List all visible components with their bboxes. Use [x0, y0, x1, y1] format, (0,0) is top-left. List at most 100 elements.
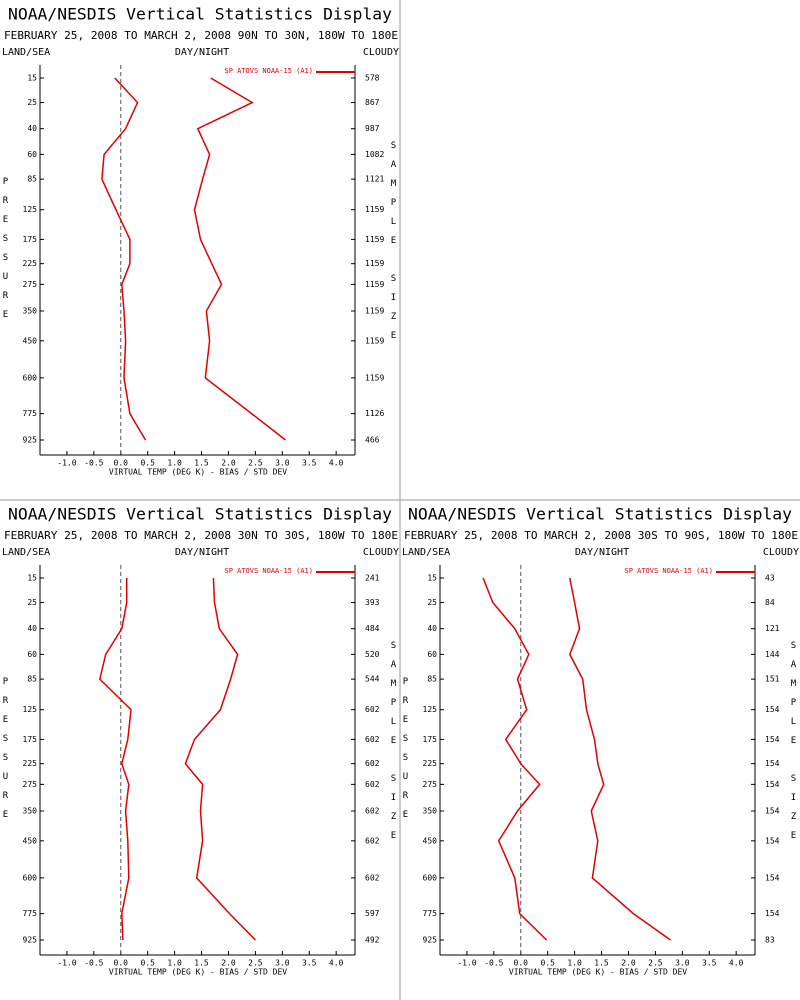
header: LAND/SEA	[2, 547, 50, 558]
x-tick-label: 2.5	[248, 459, 263, 468]
sample-size: 151	[765, 675, 780, 684]
x-tick-label: 2.0	[221, 459, 236, 468]
chart-title: NOAA/NESDIS Vertical Statistics Display	[408, 505, 792, 524]
x-axis-label: VIRTUAL TEMP (DEG K) - BIAS / STD DEV	[509, 968, 687, 977]
y-tick-label: 175	[423, 735, 438, 744]
sample-size: 1159	[365, 336, 384, 345]
header: LAND/SEA	[2, 47, 50, 58]
panel: NOAA/NESDIS Vertical Statistics Display F…	[1, 505, 400, 977]
header: LAND/SEA	[402, 547, 450, 558]
sample-size: 1159	[365, 373, 384, 382]
sample-size: 520	[365, 650, 380, 659]
x-tick-label: 3.5	[702, 959, 717, 968]
x-tick-label: -0.5	[84, 459, 103, 468]
sample-size: 602	[365, 780, 380, 789]
chart-title: NOAA/NESDIS Vertical Statistics Display	[8, 505, 392, 524]
x-tick-label: 4.0	[729, 959, 744, 968]
y-tick-label: 450	[23, 836, 38, 845]
x-tick-label: 1.5	[194, 959, 209, 968]
y-tick-label: 40	[427, 624, 437, 633]
y-tick-label: 175	[23, 235, 38, 244]
sample-size: 602	[365, 759, 380, 768]
y-tick-label: 775	[23, 409, 38, 418]
y-tick-label: 275	[423, 780, 438, 789]
sample-size: 602	[365, 806, 380, 815]
y-tick-label: 85	[427, 675, 437, 684]
std-dev-line	[568, 577, 671, 941]
y2-axis-label: SAMPLE SIZE	[789, 641, 799, 850]
x-tick-label: 2.0	[221, 959, 236, 968]
y-tick-label: 60	[427, 650, 437, 659]
sample-size: 1159	[365, 306, 384, 315]
sample-size: 83	[765, 936, 775, 945]
x-tick-label: 4.0	[329, 459, 344, 468]
y-tick-label: 350	[423, 806, 438, 815]
sample-size: 1121	[365, 175, 384, 184]
x-tick-label: -1.0	[57, 959, 76, 968]
sample-size: 578	[365, 74, 380, 83]
x-tick-label: 1.0	[567, 959, 582, 968]
y-tick-label: 925	[423, 936, 438, 945]
sample-size: 602	[365, 735, 380, 744]
x-axis-label: VIRTUAL TEMP (DEG K) - BIAS / STD DEV	[109, 468, 287, 477]
sample-size: 1159	[365, 205, 384, 214]
sample-size: 602	[365, 836, 380, 845]
y-tick-label: 85	[27, 675, 37, 684]
chart-subtitle: FEBRUARY 25, 2008 TO MARCH 2, 2008 30S T…	[404, 529, 798, 542]
y-tick-label: 350	[23, 306, 38, 315]
x-tick-label: 2.0	[621, 959, 636, 968]
sample-size: 492	[365, 936, 380, 945]
y-tick-label: 175	[23, 735, 38, 744]
y-tick-label: 775	[23, 909, 38, 918]
y-axis-label: PRESSURE	[1, 677, 11, 829]
x-tick-label: 1.0	[167, 459, 182, 468]
sample-size: 484	[365, 624, 380, 633]
chart-subtitle: FEBRUARY 25, 2008 TO MARCH 2, 2008 30N T…	[4, 529, 398, 542]
y-tick-label: 40	[27, 124, 37, 133]
sample-size: 1082	[365, 150, 384, 159]
y-tick-label: 275	[23, 780, 38, 789]
y-tick-label: 225	[423, 759, 438, 768]
y-tick-label: 775	[423, 909, 438, 918]
sample-size: 154	[765, 909, 780, 918]
sample-size: 1126	[365, 409, 384, 418]
x-tick-label: 1.0	[167, 959, 182, 968]
x-tick-label: 0.0	[514, 959, 529, 968]
y-tick-label: 450	[423, 836, 438, 845]
sample-size: 154	[765, 705, 780, 714]
x-tick-label: -1.0	[57, 459, 76, 468]
sample-size: 1159	[365, 259, 384, 268]
bias-line	[101, 77, 147, 441]
y-tick-label: 60	[27, 150, 37, 159]
y-tick-label: 125	[423, 705, 438, 714]
header: CLOUDY	[763, 547, 799, 558]
sample-size: 154	[765, 735, 780, 744]
x-tick-label: 2.5	[648, 959, 663, 968]
chart-subtitle: FEBRUARY 25, 2008 TO MARCH 2, 2008 90N T…	[4, 29, 398, 42]
y-tick-label: 25	[427, 598, 437, 607]
x-tick-label: 1.5	[194, 459, 209, 468]
x-tick-label: 0.0	[114, 459, 129, 468]
panel: NOAA/NESDIS Vertical Statistics Display F…	[1, 5, 400, 477]
y-tick-label: 125	[23, 705, 38, 714]
sample-size: 154	[765, 836, 780, 845]
sample-size: 602	[365, 705, 380, 714]
legend-label: SP ATOVS NOAA-15 (A1)	[224, 67, 313, 75]
y-tick-label: 60	[27, 650, 37, 659]
sample-size: 987	[365, 124, 380, 133]
x-tick-label: 3.0	[675, 959, 690, 968]
header: CLOUDY	[363, 47, 399, 58]
y-axis-label: PRESSURE	[401, 677, 411, 829]
legend-label: SP ATOVS NOAA-15 (A1)	[224, 567, 313, 575]
x-tick-label: 0.5	[140, 959, 155, 968]
x-tick-label: 2.5	[248, 959, 263, 968]
y-tick-label: 125	[23, 205, 38, 214]
y-tick-label: 350	[23, 806, 38, 815]
legend-label: SP ATOVS NOAA-15 (A1)	[624, 567, 713, 575]
sample-size: 154	[765, 759, 780, 768]
y-tick-label: 275	[23, 280, 38, 289]
sample-size: 867	[365, 98, 380, 107]
y-tick-label: 225	[23, 259, 38, 268]
chart-title: NOAA/NESDIS Vertical Statistics Display	[8, 5, 392, 24]
